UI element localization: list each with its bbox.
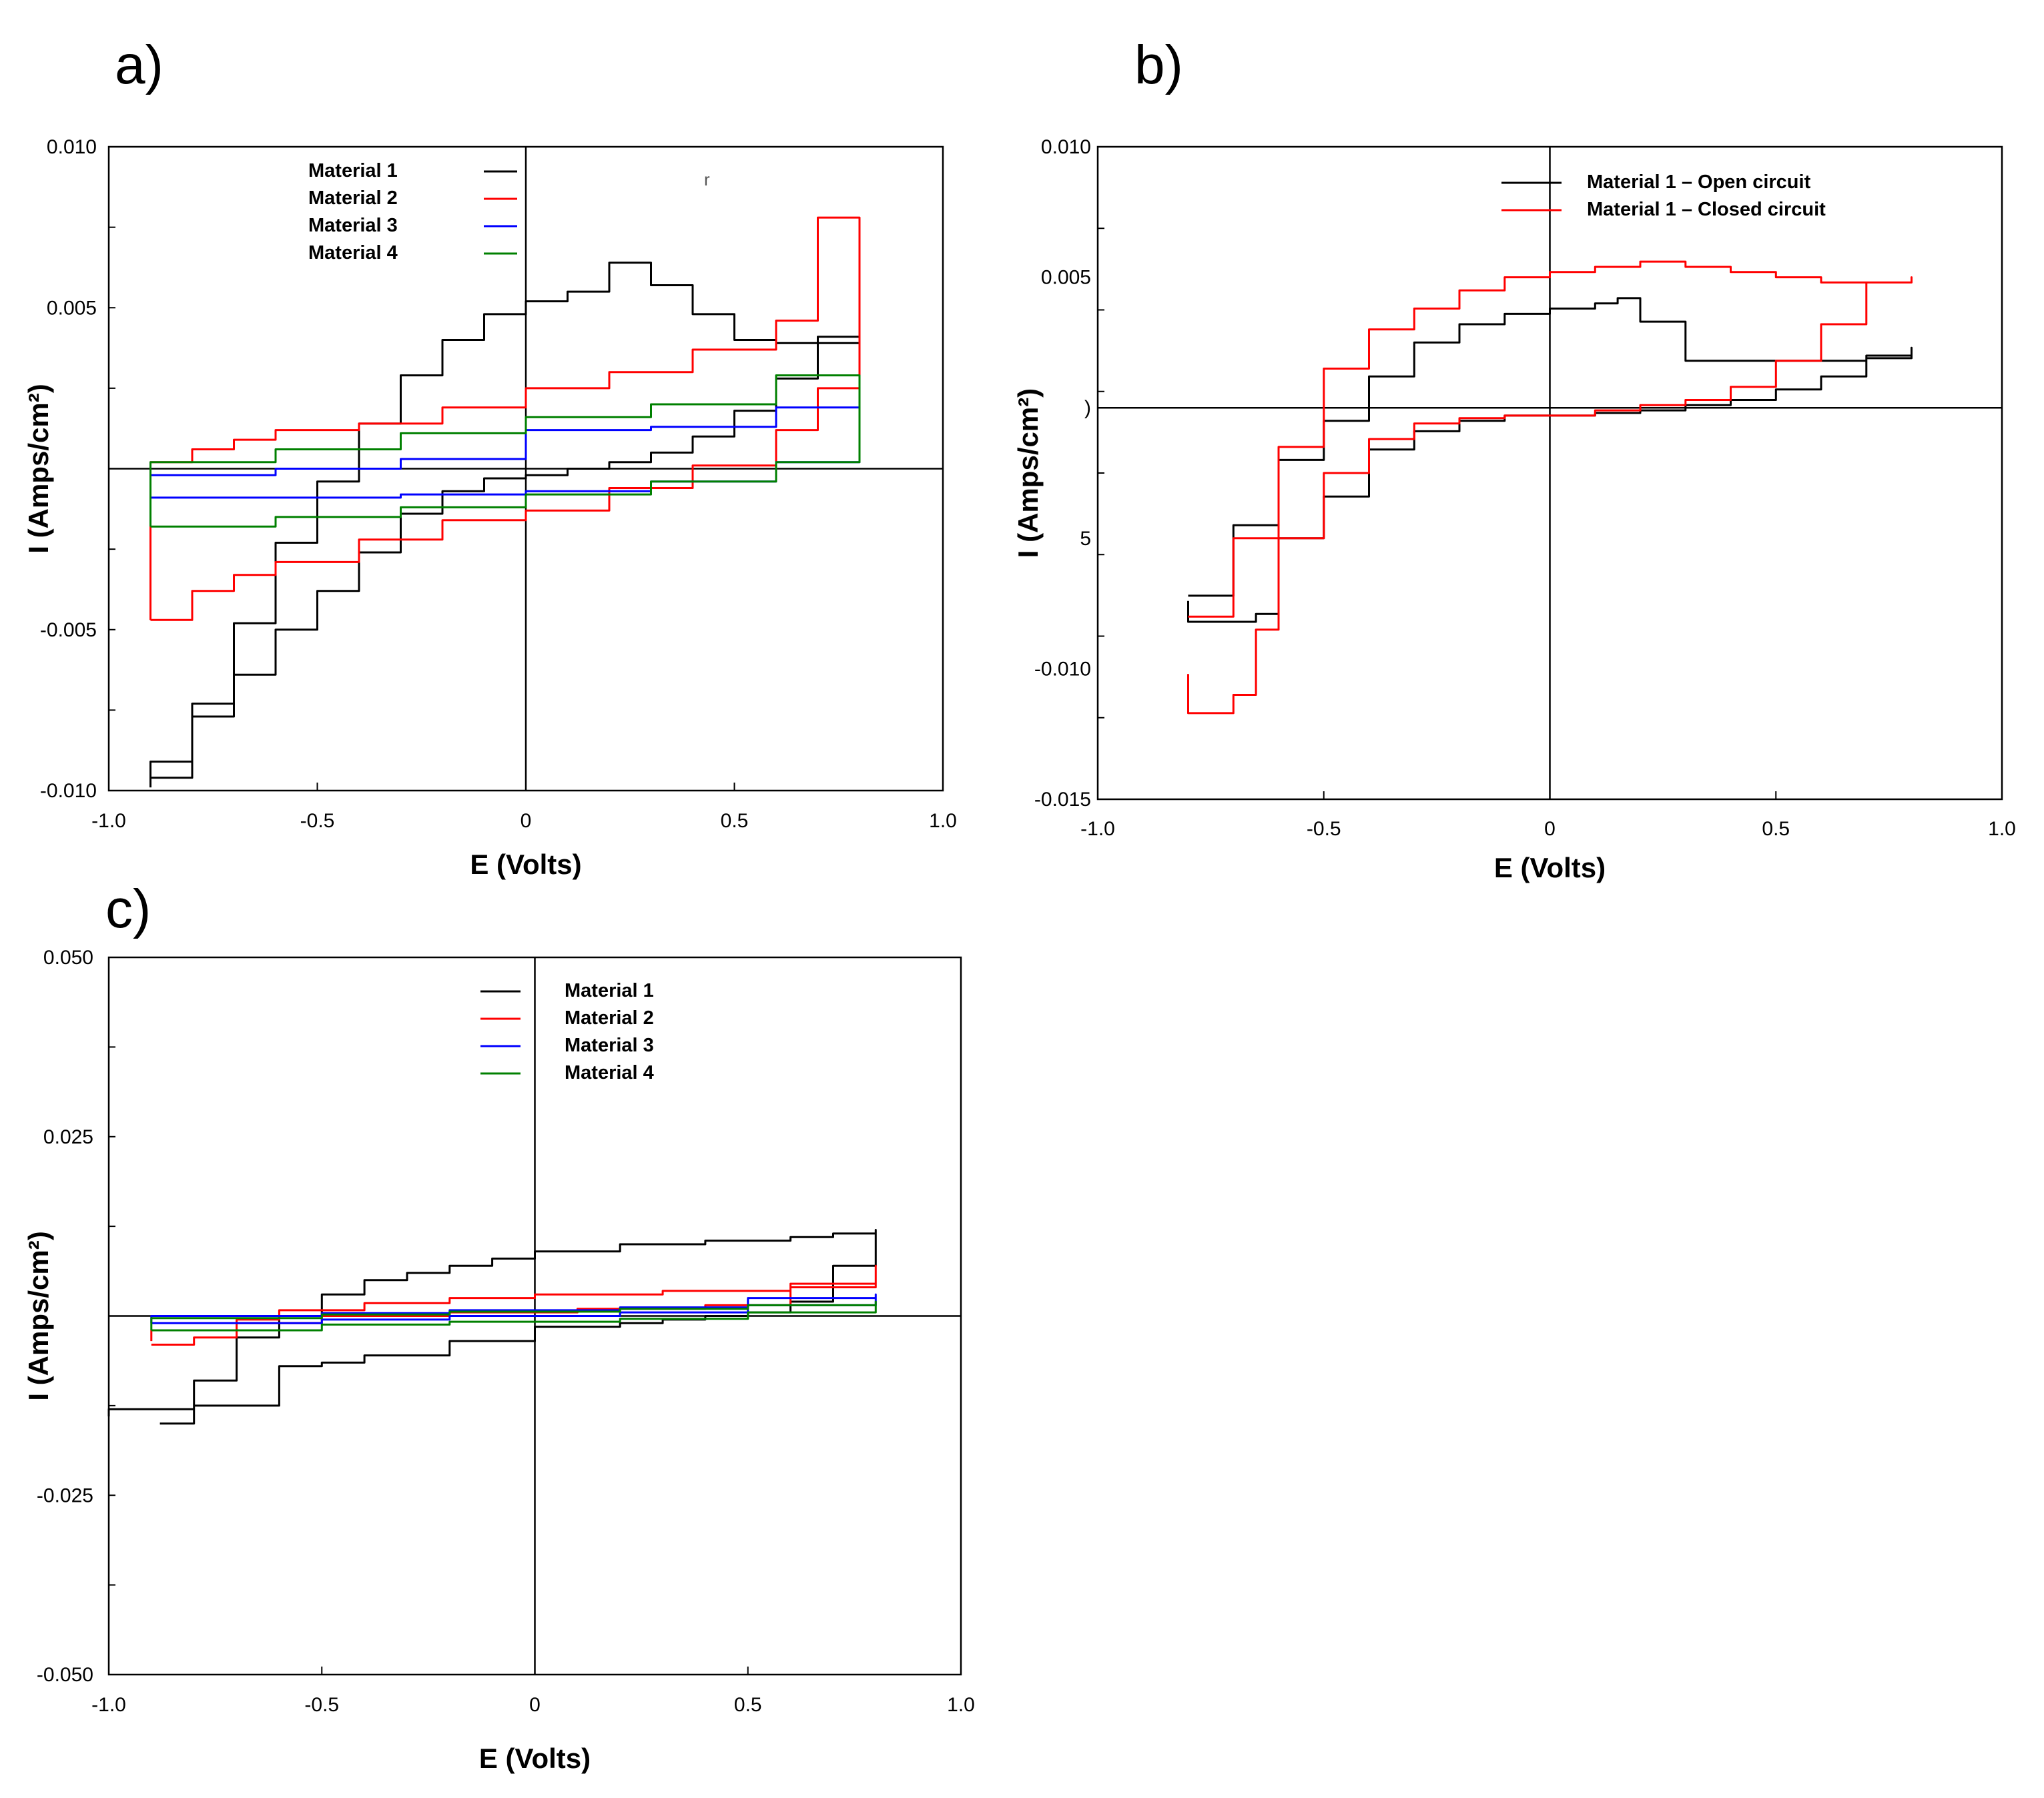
x-tick-label: -0.5 [1307, 818, 1341, 840]
x-tick-label: 0.5 [721, 810, 749, 832]
series-line-4 [149, 374, 861, 528]
x-tick-label: 1.0 [1988, 818, 2016, 840]
series-line-1 [1187, 297, 1913, 623]
x-tick-label: 0.5 [1762, 818, 1790, 840]
series-line-2 [1187, 260, 1913, 715]
x-axis-title: E (Volts) [479, 1743, 591, 1774]
chart-panel-1: a) -0.010 -0.005 0.005 0.010 -1.0 -0.5 0 0.5 1.0 E… [23, 35, 957, 880]
x-tick-label: -1.0 [1080, 818, 1115, 840]
legend-label-2: Material 1 – Closed circuit [1587, 199, 1826, 220]
legend-label-2: Material 2 [308, 187, 398, 209]
y-axis-title: I (Amps/cm²) [1012, 388, 1044, 558]
legend-label-1: Material 1 [308, 160, 398, 181]
y-axis-title: I (Amps/cm²) [23, 1231, 54, 1400]
y-tick-label: 0.005 [1041, 267, 1091, 289]
legend-label-2: Material 2 [565, 1007, 654, 1029]
legend-label-3: Material 3 [308, 215, 398, 236]
x-tick-label: -1.0 [91, 810, 126, 832]
chart-panel-2: b) -0.015 -0.010 5) 0.005 0.010 -1.0 -0.5 0 0.5 1.… [1012, 35, 2016, 883]
x-tick-label: 0 [529, 1694, 541, 1716]
stray-mark-text: r [704, 169, 710, 189]
series-line-3 [149, 406, 861, 499]
x-tick-label: 0 [1544, 818, 1556, 840]
panel-label: b) [1134, 35, 1183, 95]
y-tick-label: -0.010 [1034, 658, 1091, 680]
x-tick-label: 1.0 [947, 1694, 975, 1716]
y-tick-label: 0.025 [43, 1126, 93, 1148]
x-tick-label: -0.5 [300, 810, 335, 832]
series-line-1 [149, 262, 861, 788]
y-axis-title: I (Amps/cm²) [23, 384, 54, 553]
y-tick-label: -0.025 [37, 1484, 93, 1506]
y-tick-label: 0.050 [43, 947, 93, 969]
chart-panel-3: c) -0.050 -0.025 0.025 0.050 -1.0 -0.5 0 0.5 1.0 E… [23, 879, 975, 1774]
series-line-2 [149, 216, 861, 621]
panel-label: a) [115, 35, 163, 95]
series-line-4 [150, 1300, 877, 1332]
y-tick-label: -0.050 [37, 1664, 93, 1686]
x-axis-title: E (Volts) [1494, 852, 1606, 883]
legend-label-4: Material 4 [308, 242, 398, 264]
y-tick-label: 5 [1080, 528, 1091, 550]
y-tick-label: 0.010 [1041, 136, 1091, 158]
legend-label-3: Material 3 [565, 1035, 654, 1056]
y-tick-label: 0.010 [47, 136, 97, 158]
x-tick-label: -1.0 [91, 1694, 126, 1716]
legend-label-1: Material 1 [565, 980, 654, 1001]
series-line-2 [150, 1264, 877, 1346]
y-tick-label: 0.005 [47, 297, 97, 319]
y-tick-label: -0.015 [1034, 789, 1091, 811]
series-line-3 [150, 1293, 877, 1324]
x-tick-label: -0.5 [304, 1694, 339, 1716]
x-tick-label: 0.5 [734, 1694, 762, 1716]
y-tick-label: ) [1084, 397, 1091, 419]
x-tick-label: 1.0 [929, 810, 957, 832]
y-tick-label: -0.005 [40, 619, 97, 641]
legend-label-1: Material 1 – Open circuit [1587, 171, 1811, 193]
legend-label-4: Material 4 [565, 1062, 654, 1083]
panel-label: c) [105, 879, 151, 939]
series-line-1 [107, 1229, 877, 1425]
y-tick-label: -0.010 [40, 780, 97, 802]
x-tick-label: 0 [521, 810, 532, 832]
x-axis-title: E (Volts) [470, 849, 581, 880]
